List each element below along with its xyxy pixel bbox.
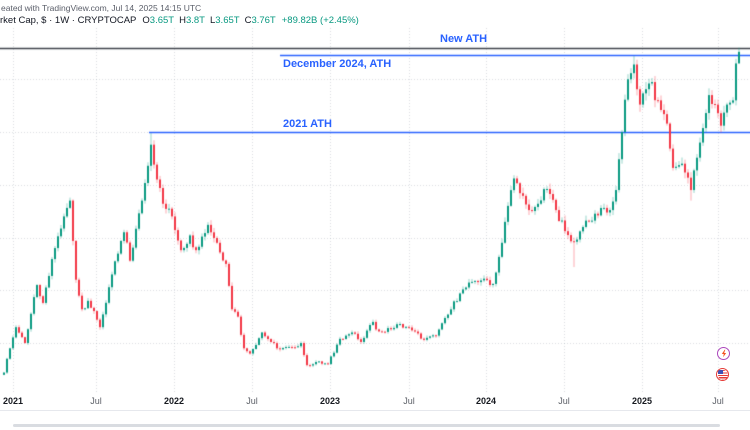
change-readout: +89.82B (+2.45%) — [281, 15, 359, 26]
time-axis-separator — [0, 410, 750, 411]
attribution-text: eated with TradingView.com, Jul 14, 2025… — [1, 3, 202, 13]
time-axis-label-jul: Jul — [712, 396, 724, 406]
close-label: C — [244, 15, 252, 26]
time-axis-label-jul: Jul — [246, 396, 258, 406]
time-axis-label-2025: 2025 — [631, 396, 653, 406]
symbol-legend: rket Cap, $ · 1W · CRYPTOCAP O 3.65T H 3.8… — [0, 15, 359, 26]
close-value: 3.76T — [251, 15, 276, 26]
new-ath-label: New ATH — [440, 33, 488, 46]
time-axis-label-2021: 2021 — [2, 396, 24, 406]
us-flag-icon — [717, 369, 728, 380]
open-value: 3.65T — [149, 15, 175, 26]
ohlc-readout: O 3.65T H 3.8T L 3.65T C 3.76T — [142, 15, 275, 26]
2021-ath-label: 2021 ATH — [283, 117, 332, 130]
flash-event-badge[interactable] — [717, 347, 730, 360]
lightning-icon — [721, 349, 726, 358]
low-label: L — [209, 15, 216, 26]
time-axis-label-jul: Jul — [558, 396, 570, 406]
time-axis-label-2023: 2023 — [319, 396, 341, 406]
time-axis-label-jul: Jul — [90, 396, 102, 406]
high-value: 3.8T — [185, 15, 205, 26]
time-axis-label-jul: Jul — [403, 396, 415, 406]
time-axis-label-2022: 2022 — [163, 396, 185, 406]
us-economic-event-badge[interactable] — [716, 368, 729, 381]
time-axis-label-2024: 2024 — [475, 396, 497, 406]
low-value: 3.65T — [215, 15, 240, 26]
symbol-title: rket Cap, $ · 1W · CRYPTOCAP — [0, 15, 137, 26]
horizontal-scrollbar[interactable] — [13, 424, 720, 427]
december-2024-ath-label: December 2024, ATH — [283, 57, 392, 70]
open-label: O — [142, 15, 150, 26]
high-label: H — [179, 15, 186, 26]
